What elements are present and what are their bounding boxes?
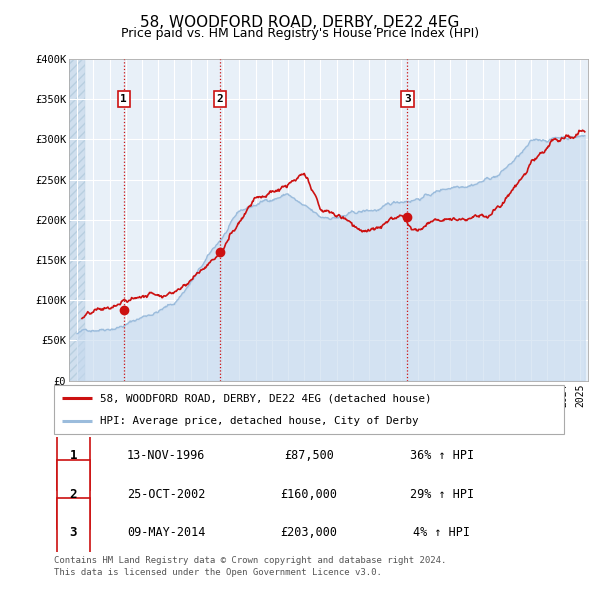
Text: 1: 1 [70,449,77,463]
Text: 25-OCT-2002: 25-OCT-2002 [127,487,205,501]
Text: 29% ↑ HPI: 29% ↑ HPI [410,487,473,501]
Text: 3: 3 [404,94,411,104]
Text: 58, WOODFORD ROAD, DERBY, DE22 4EG (detached house): 58, WOODFORD ROAD, DERBY, DE22 4EG (deta… [100,394,431,404]
Text: Contains HM Land Registry data © Crown copyright and database right 2024.: Contains HM Land Registry data © Crown c… [54,556,446,565]
Text: 36% ↑ HPI: 36% ↑ HPI [410,449,473,463]
Bar [69,59,85,381]
Text: 09-MAY-2014: 09-MAY-2014 [127,526,205,539]
FancyBboxPatch shape [56,421,90,490]
Text: £203,000: £203,000 [281,526,337,539]
Text: 1: 1 [120,94,127,104]
Text: £87,500: £87,500 [284,449,334,463]
FancyBboxPatch shape [56,498,90,567]
Text: 13-NOV-1996: 13-NOV-1996 [127,449,205,463]
Text: Price paid vs. HM Land Registry's House Price Index (HPI): Price paid vs. HM Land Registry's House … [121,27,479,40]
Text: 3: 3 [70,526,77,539]
Text: 58, WOODFORD ROAD, DERBY, DE22 4EG: 58, WOODFORD ROAD, DERBY, DE22 4EG [140,15,460,30]
Text: 2: 2 [70,487,77,501]
FancyBboxPatch shape [54,385,564,434]
Text: 4% ↑ HPI: 4% ↑ HPI [413,526,470,539]
Text: This data is licensed under the Open Government Licence v3.0.: This data is licensed under the Open Gov… [54,568,382,576]
Text: 2: 2 [217,94,224,104]
Text: £160,000: £160,000 [281,487,337,501]
Text: HPI: Average price, detached house, City of Derby: HPI: Average price, detached house, City… [100,415,418,425]
FancyBboxPatch shape [56,460,90,529]
